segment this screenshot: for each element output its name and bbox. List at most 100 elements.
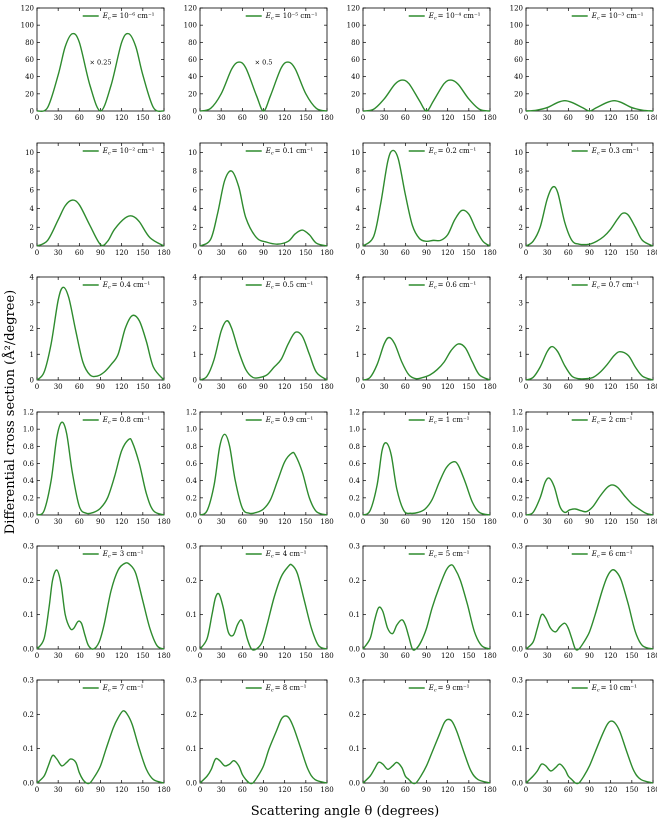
x-tick-label: 150 <box>136 786 149 794</box>
legend-value: = 0.7 cm⁻¹ <box>601 281 640 289</box>
legend-symbol: E <box>428 416 434 424</box>
series-line <box>36 562 165 650</box>
x-tick-label: 30 <box>217 518 226 526</box>
legend-subscript: c <box>271 688 274 694</box>
y-tick-label: 0 <box>30 377 34 385</box>
x-tick-label: 150 <box>462 383 475 391</box>
x-tick-label: 90 <box>422 114 431 122</box>
x-tick-label: 120 <box>441 518 454 526</box>
legend-symbol: E <box>265 12 271 20</box>
y-tick-label: 120 <box>21 5 34 13</box>
x-tick-label: 90 <box>259 518 268 526</box>
x-tick-label: 180 <box>320 786 333 794</box>
legend-subscript: c <box>597 688 600 694</box>
y-tick-label: 0.0 <box>23 780 34 788</box>
legend-subscript: c <box>271 420 274 426</box>
x-tick-label: 90 <box>422 383 431 391</box>
y-tick-label: 1 <box>519 351 523 359</box>
y-tick-label: 0.1 <box>23 745 34 753</box>
x-tick-label: 120 <box>115 652 128 660</box>
x-tick-label: 60 <box>238 786 247 794</box>
y-tick-label: 0 <box>193 243 197 251</box>
y-tick-label: 0.8 <box>186 443 197 451</box>
y-tick-label: 8 <box>193 168 197 176</box>
series-line <box>199 563 328 651</box>
y-tick-label: 0.0 <box>23 512 34 520</box>
x-tick-label: 60 <box>238 114 247 122</box>
series-line <box>525 720 654 785</box>
series-line <box>362 718 491 785</box>
x-tick-label: 30 <box>54 518 63 526</box>
legend-label: Ec= 7 cm⁻¹ <box>102 684 144 694</box>
plot-frame <box>525 7 654 112</box>
panel-2: 0 30 60 90 120 150 180 0 20 40 60 80 100 120 Ec= 10⁻⁵ … <box>184 5 334 123</box>
panel-22: 0 30 60 90 120 150 180 0.0 0.1 0.2 0.3 Ec= 8 cm⁻¹ <box>186 677 334 795</box>
x-tick-label: 30 <box>54 786 63 794</box>
legend-label: Ec= 10 cm⁻¹ <box>591 684 637 694</box>
legend-symbol: E <box>265 416 271 424</box>
x-tick-label: 120 <box>115 383 128 391</box>
y-tick-label: 40 <box>351 73 360 81</box>
y-tick-label: 10 <box>25 149 34 157</box>
x-tick-label: 150 <box>136 518 149 526</box>
x-tick-label: 0 <box>35 518 39 526</box>
x-tick-label: 30 <box>543 518 552 526</box>
y-tick-label: 0.2 <box>349 494 360 502</box>
y-tick-label: 60 <box>351 56 360 64</box>
legend-symbol: E <box>102 416 108 424</box>
x-tick-label: 0 <box>198 249 202 257</box>
plot-frame <box>362 545 491 650</box>
legend-subscript: c <box>597 151 600 157</box>
legend-value: = 3 cm⁻¹ <box>112 550 144 558</box>
y-tick-label: 2 <box>30 325 34 333</box>
x-tick-label: 150 <box>625 786 638 794</box>
legend-symbol: E <box>102 12 108 20</box>
x-tick-label: 90 <box>259 652 268 660</box>
x-tick-label: 90 <box>585 249 594 257</box>
x-tick-label: 180 <box>320 383 333 391</box>
y-tick-label: 0.2 <box>349 577 360 585</box>
y-tick-label: 0.2 <box>23 494 34 502</box>
y-tick-label: 80 <box>188 39 197 47</box>
y-tick-label: 4 <box>519 205 524 213</box>
x-tick-label: 60 <box>401 114 410 122</box>
y-tick-label: 0 <box>30 243 34 251</box>
x-tick-label: 120 <box>115 114 128 122</box>
y-tick-label: 10 <box>351 149 360 157</box>
y-tick-label: 10 <box>188 149 197 157</box>
x-tick-label: 30 <box>54 383 63 391</box>
plot-frame <box>36 411 165 516</box>
y-tick-label: 0 <box>356 108 360 116</box>
x-tick-label: 150 <box>462 249 475 257</box>
x-tick-label: 180 <box>646 652 657 660</box>
series-line <box>525 185 654 247</box>
legend-symbol: E <box>428 147 434 155</box>
x-tick-label: 180 <box>320 114 333 122</box>
x-tick-label: 120 <box>278 518 291 526</box>
x-tick-label: 0 <box>361 249 365 257</box>
y-tick-label: 60 <box>25 56 34 64</box>
y-tick-label: 0.1 <box>23 611 34 619</box>
y-tick-label: 8 <box>519 168 523 176</box>
y-tick-label: 0.4 <box>186 477 198 485</box>
y-tick-label: 0.2 <box>186 711 197 719</box>
x-tick-label: 30 <box>543 383 552 391</box>
x-tick-label: 60 <box>238 518 247 526</box>
legend-value: = 10⁻⁴ cm⁻¹ <box>438 12 481 20</box>
x-tick-label: 90 <box>259 786 268 794</box>
x-tick-label: 120 <box>278 383 291 391</box>
y-tick-label: 0.0 <box>23 646 34 654</box>
legend-symbol: E <box>591 281 597 289</box>
y-tick-label: 0.8 <box>512 443 523 451</box>
x-tick-label: 180 <box>646 518 657 526</box>
legend-symbol: E <box>591 684 597 692</box>
x-tick-label: 90 <box>96 786 105 794</box>
x-tick-label: 180 <box>483 786 496 794</box>
x-tick-label: 120 <box>441 652 454 660</box>
legend-label: Ec= 10⁻⁵ cm⁻¹ <box>265 12 318 22</box>
x-tick-label: 0 <box>198 786 202 794</box>
x-tick-label: 60 <box>75 786 84 794</box>
x-tick-label: 30 <box>217 652 226 660</box>
y-tick-label: 6 <box>193 186 198 194</box>
